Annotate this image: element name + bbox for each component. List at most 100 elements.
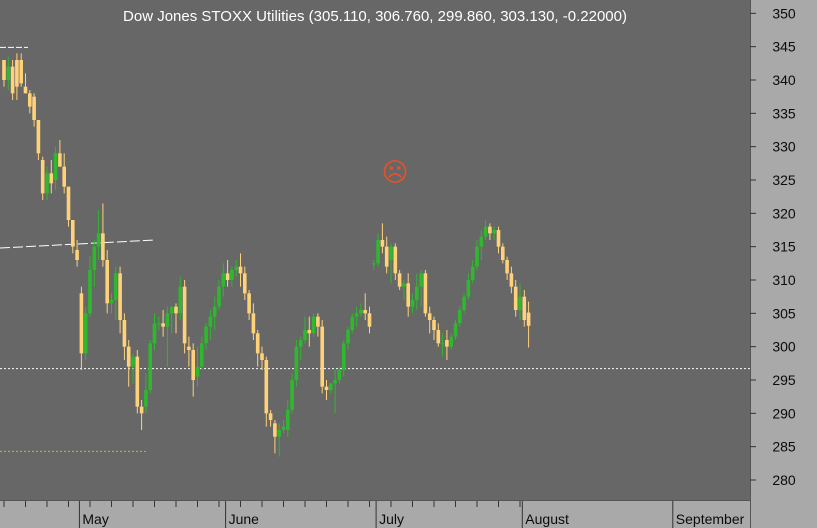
candle-body [307, 330, 312, 334]
candle [470, 260, 475, 284]
candle-body [264, 360, 269, 414]
candle [268, 410, 273, 427]
candle-body [114, 273, 118, 300]
candle [432, 316, 436, 340]
candle [427, 306, 432, 334]
candle [178, 276, 183, 320]
candle [88, 256, 92, 317]
candle [298, 336, 303, 360]
candle [62, 153, 66, 194]
candle-body [354, 313, 359, 317]
y-tick-label: 295 [772, 372, 796, 388]
candle-body [32, 96, 36, 120]
candle [101, 203, 105, 267]
candle-body [161, 323, 165, 327]
candle-body [19, 60, 23, 84]
candle-body [230, 270, 234, 280]
candle-body [101, 233, 105, 260]
candle-body [363, 310, 367, 314]
candle-body [79, 293, 84, 354]
candle-body [152, 323, 157, 344]
candle [53, 146, 58, 190]
candle [475, 240, 479, 270]
candle-body [281, 426, 286, 430]
candle-body [131, 356, 135, 367]
candle [509, 266, 514, 294]
candle [513, 280, 518, 317]
candle-body [28, 93, 32, 107]
y-tick-label: 290 [772, 405, 796, 421]
candle [122, 313, 127, 360]
candle-body [15, 60, 19, 87]
candle [221, 263, 226, 297]
candle [483, 220, 488, 240]
candle [208, 310, 213, 340]
candle-body [410, 300, 415, 307]
candle [410, 293, 415, 314]
candle-body [148, 343, 152, 390]
candle [58, 140, 62, 167]
candle-body [62, 166, 66, 187]
candle-body [40, 160, 45, 194]
candle [419, 270, 423, 307]
candle-body [436, 330, 441, 344]
candle [329, 383, 333, 394]
candle [40, 156, 45, 200]
candle [217, 280, 221, 310]
candle-body [71, 220, 75, 247]
candle [458, 306, 462, 327]
candle-body [260, 353, 264, 360]
candle [79, 286, 84, 370]
candle-body [470, 266, 475, 280]
candle [423, 270, 428, 317]
candle [238, 253, 243, 287]
candle-body [316, 316, 320, 327]
candle [118, 266, 122, 334]
candle [19, 53, 23, 87]
candle [372, 260, 376, 270]
candle-body [303, 330, 307, 340]
candle-body [397, 273, 402, 287]
candle-body [139, 406, 144, 414]
candle-body [427, 313, 432, 320]
candle [389, 243, 393, 284]
candle [169, 306, 174, 334]
candle-body [423, 273, 428, 314]
candle-body [195, 366, 200, 377]
candle-body [445, 340, 449, 347]
candle-body [294, 346, 299, 380]
candle-body [466, 280, 471, 297]
candle [320, 320, 324, 394]
candle-body [384, 246, 389, 267]
candle [230, 266, 234, 287]
candle [187, 336, 191, 367]
candle-body [268, 413, 273, 420]
candle-body [350, 316, 355, 330]
candle [462, 293, 466, 314]
candle-body [359, 310, 363, 314]
candle-body [402, 283, 406, 287]
candle-body [372, 263, 376, 265]
candle [126, 340, 131, 387]
candle [522, 290, 527, 327]
candle [96, 210, 101, 260]
candle [247, 290, 251, 320]
candle-body [92, 246, 97, 270]
candle [66, 186, 71, 227]
x-axis-panel [0, 500, 750, 528]
candle [415, 273, 419, 310]
candle-body [49, 173, 54, 184]
candle [109, 293, 114, 314]
candle-body [320, 326, 324, 387]
candle [45, 166, 49, 200]
candle [49, 160, 54, 194]
candle [28, 90, 32, 114]
candle [161, 310, 165, 337]
candle [260, 346, 264, 370]
candle-body [298, 340, 303, 347]
candle-body [10, 66, 15, 94]
y-axis: 280 285 290 295 300 305 310 315 320 325 330 335 340 3… [750, 0, 796, 528]
candle-body [273, 423, 277, 437]
candle [303, 316, 307, 344]
candle [367, 306, 372, 334]
